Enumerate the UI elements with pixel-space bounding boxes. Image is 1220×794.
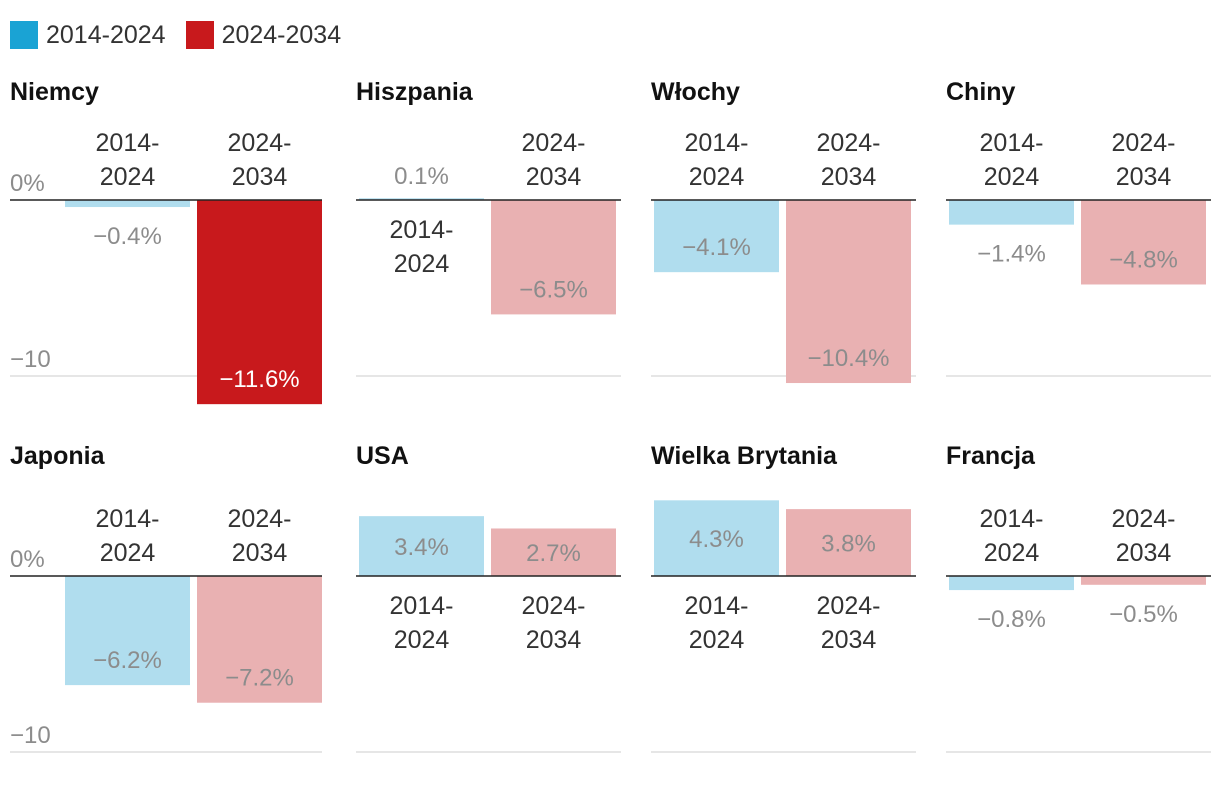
legend-label-period1: 2014-2024 bbox=[46, 20, 166, 49]
category-label-francja-2014-2024: 2014- bbox=[980, 505, 1044, 533]
category-label-usa-2014-2024: 2014- bbox=[390, 592, 454, 620]
value-label-chiny-2024-2034: −4.8% bbox=[1109, 246, 1178, 273]
value-label-japonia-2014-2024: −6.2% bbox=[93, 647, 162, 674]
value-label-niemcy-2014-2024: −0.4% bbox=[93, 223, 162, 250]
panel-title-wielka-brytania: Wielka Brytania bbox=[651, 442, 838, 470]
bar-usa-2024-2034 bbox=[491, 528, 616, 576]
y-tick-label: 0% bbox=[10, 170, 45, 197]
category-label-wielka-brytania-2024-2034: 2034 bbox=[821, 626, 877, 654]
value-label-japonia-2024-2034: −7.2% bbox=[225, 665, 294, 692]
panel-title-wochy: Włochy bbox=[651, 78, 740, 106]
bar-wochy-2014-2024 bbox=[654, 200, 779, 273]
value-label-wielka-brytania-2024-2034: 3.8% bbox=[821, 531, 876, 558]
panel-title-hiszpania: Hiszpania bbox=[356, 78, 474, 106]
bar-hiszpania-2014-2024 bbox=[359, 198, 484, 200]
bar-japonia-2014-2024 bbox=[65, 576, 190, 686]
bar-chiny-2014-2024 bbox=[949, 200, 1074, 225]
panel-title-usa: USA bbox=[356, 442, 409, 470]
bar-niemcy-2024-2034 bbox=[197, 200, 322, 405]
y-tick-label: −10 bbox=[10, 722, 51, 749]
legend-swatch-period1 bbox=[10, 21, 38, 49]
value-label-wochy-2014-2024: −4.1% bbox=[682, 234, 751, 261]
category-label-francja-2024-2034: 2024- bbox=[1112, 505, 1176, 533]
panel-title-chiny: Chiny bbox=[946, 78, 1016, 106]
category-label-chiny-2024-2034: 2024- bbox=[1112, 129, 1176, 157]
legend-swatch-period2 bbox=[185, 21, 214, 49]
bar-francja-2014-2024 bbox=[949, 576, 1074, 591]
bar-japonia-2024-2034 bbox=[197, 576, 322, 703]
bar-chiny-2024-2034 bbox=[1081, 200, 1206, 285]
category-label-wochy-2024-2034: 2024- bbox=[817, 129, 881, 157]
bar-francja-2024-2034 bbox=[1081, 576, 1206, 585]
value-label-usa-2024-2034: 2.7% bbox=[526, 540, 581, 567]
category-label-usa-2024-2034: 2024- bbox=[522, 592, 586, 620]
y-tick-label: 0% bbox=[10, 546, 45, 573]
panel-title-japonia: Japonia bbox=[10, 442, 106, 470]
bar-wielka-brytania-2024-2034 bbox=[786, 509, 911, 576]
category-label-japonia-2014-2024: 2014- bbox=[96, 505, 160, 533]
legend-item-period1: 2014-2024 bbox=[10, 21, 166, 50]
category-label-hiszpania-2024-2034: 2034 bbox=[526, 163, 582, 191]
legend-label-period2: 2024-2034 bbox=[221, 20, 342, 49]
category-label-wielka-brytania-2014-2024: 2024 bbox=[689, 626, 745, 654]
value-label-francja-2024-2034: −0.5% bbox=[1109, 601, 1178, 628]
value-label-wielka-brytania-2014-2024: 4.3% bbox=[689, 526, 744, 553]
bar-wielka-brytania-2014-2024 bbox=[654, 500, 779, 576]
value-label-usa-2014-2024: 3.4% bbox=[394, 534, 449, 561]
value-label-hiszpania-2024-2034: −6.5% bbox=[519, 276, 588, 303]
category-label-hiszpania-2014-2024: 2024 bbox=[394, 250, 450, 278]
category-label-chiny-2014-2024: 2024 bbox=[984, 163, 1040, 191]
value-label-chiny-2014-2024: −1.4% bbox=[977, 241, 1046, 268]
category-label-wochy-2024-2034: 2034 bbox=[821, 163, 877, 191]
category-label-japonia-2014-2024: 2024 bbox=[100, 539, 156, 567]
category-label-francja-2014-2024: 2024 bbox=[984, 539, 1040, 567]
bar-hiszpania-2024-2034 bbox=[491, 200, 616, 315]
category-label-japonia-2024-2034: 2024- bbox=[228, 505, 292, 533]
category-label-niemcy-2024-2034: 2034 bbox=[232, 163, 288, 191]
category-label-niemcy-2014-2024: 2024 bbox=[100, 163, 156, 191]
category-label-chiny-2024-2034: 2034 bbox=[1116, 163, 1172, 191]
category-label-japonia-2024-2034: 2034 bbox=[232, 539, 288, 567]
category-label-wielka-brytania-2024-2034: 2024- bbox=[817, 592, 881, 620]
value-label-niemcy-2024-2034: −11.6% bbox=[219, 366, 299, 393]
category-label-wochy-2014-2024: 2024 bbox=[689, 163, 745, 191]
category-label-wielka-brytania-2014-2024: 2014- bbox=[685, 592, 749, 620]
value-label-hiszpania-2014-2024: 0.1% bbox=[394, 163, 449, 190]
category-label-chiny-2014-2024: 2014- bbox=[980, 129, 1044, 157]
y-tick-label: −10 bbox=[10, 346, 51, 373]
value-label-wochy-2024-2034: −10.4% bbox=[807, 345, 889, 372]
category-label-francja-2024-2034: 2034 bbox=[1116, 539, 1172, 567]
panel-title-francja: Francja bbox=[946, 442, 1036, 470]
category-label-hiszpania-2024-2034: 2024- bbox=[522, 129, 586, 157]
panel-title-niemcy: Niemcy bbox=[10, 78, 99, 106]
bar-usa-2014-2024 bbox=[359, 516, 484, 576]
category-label-usa-2014-2024: 2024 bbox=[394, 626, 450, 654]
legend-item-period2: 2024-2034 bbox=[185, 20, 342, 50]
value-label-francja-2014-2024: −0.8% bbox=[977, 606, 1046, 633]
category-label-niemcy-2024-2034: 2024- bbox=[228, 129, 292, 157]
category-label-hiszpania-2014-2024: 2014- bbox=[390, 216, 454, 244]
legend: 2014-2024 2024-2034 bbox=[10, 18, 361, 52]
category-label-niemcy-2014-2024: 2014- bbox=[96, 129, 160, 157]
category-label-wochy-2014-2024: 2014- bbox=[685, 129, 749, 157]
category-label-usa-2024-2034: 2034 bbox=[526, 626, 582, 654]
bar-wochy-2024-2034 bbox=[786, 200, 911, 384]
bar-niemcy-2014-2024 bbox=[65, 200, 190, 208]
